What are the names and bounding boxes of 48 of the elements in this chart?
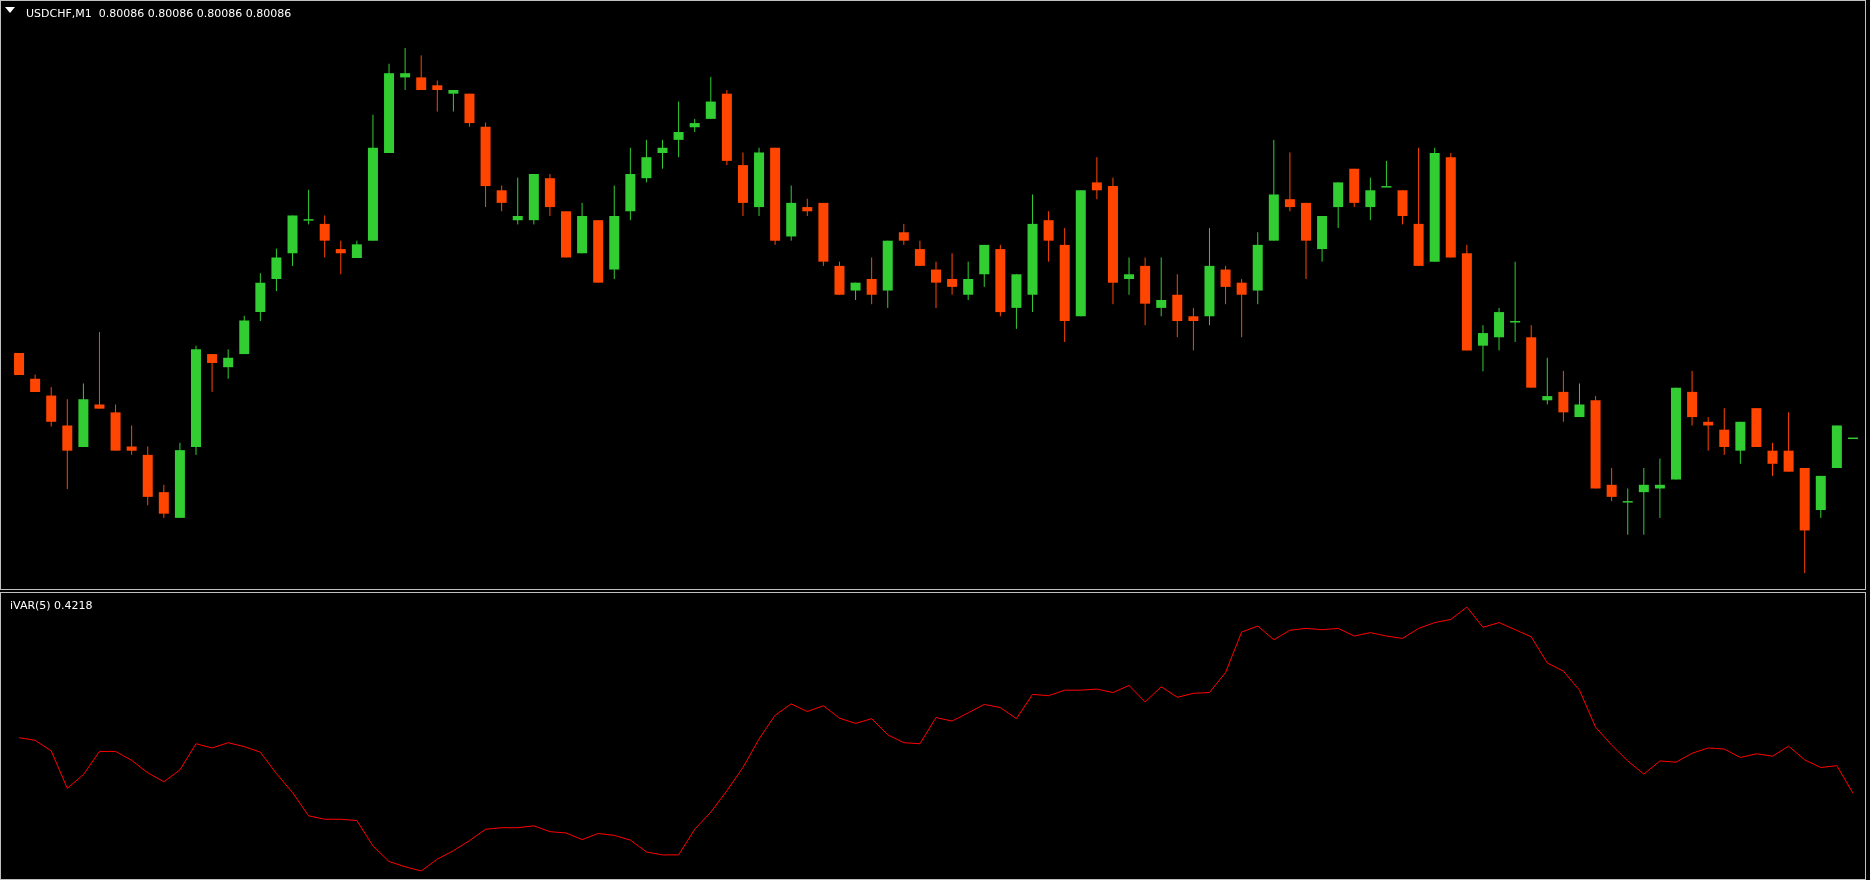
candlestick (1236, 278, 1247, 338)
candlestick (1220, 265, 1231, 305)
candlestick (335, 240, 346, 275)
candlestick (1510, 261, 1521, 343)
candlestick (1365, 177, 1376, 221)
candlestick (319, 214, 330, 258)
candlestick (303, 189, 314, 225)
candlestick (657, 139, 668, 170)
candlestick (963, 261, 974, 301)
candlestick (400, 47, 411, 91)
candlestick (931, 261, 941, 309)
candlestick (641, 139, 652, 183)
candlestick (158, 484, 169, 519)
candlestick (1719, 407, 1730, 456)
candlestick (1542, 357, 1553, 405)
candlestick (1558, 370, 1569, 423)
candlestick (1284, 151, 1295, 212)
candlestick (1043, 210, 1054, 263)
chart-title: USDCHF,M1 0.80086 0.80086 0.80086 0.80086 (26, 7, 292, 20)
candlestick (947, 252, 958, 296)
candlestick (898, 223, 909, 246)
candlestick (496, 185, 507, 212)
candlestick (271, 248, 282, 292)
candlestick (1783, 411, 1794, 473)
candlestick (432, 80, 443, 113)
candlestick (223, 348, 234, 380)
candlestick (866, 256, 877, 305)
candlestick (1156, 256, 1167, 317)
candlestick (1124, 256, 1135, 296)
candlestick (512, 177, 523, 225)
candlestick (1188, 307, 1199, 351)
candlestick (416, 54, 427, 91)
candlestick (448, 89, 459, 113)
candlestick (94, 331, 105, 410)
candlestick (1091, 156, 1102, 200)
candlestick (1574, 382, 1585, 418)
candlestick (1767, 442, 1778, 477)
chart-title: iVAR(5) 0.4218 (10, 599, 93, 612)
candlestick (914, 240, 925, 267)
candlestick (207, 353, 218, 393)
candlestick (1606, 467, 1617, 502)
candlestick (126, 424, 137, 456)
candlestick (673, 101, 684, 158)
candlestick (1622, 487, 1633, 536)
candlestick (1638, 467, 1649, 536)
candlestick (1477, 324, 1488, 372)
candlestick (1381, 160, 1392, 188)
candlestick (705, 76, 716, 120)
